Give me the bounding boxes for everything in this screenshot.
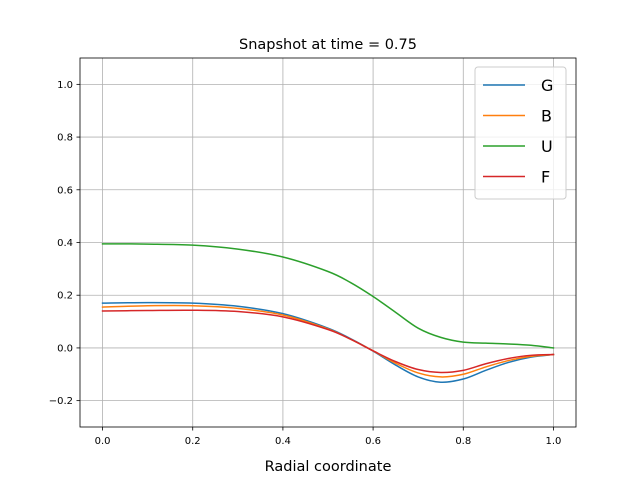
x-tick-label: 0.4: [275, 436, 291, 447]
series-line-u: [101, 243, 555, 349]
y-tick-label: 0.8: [57, 133, 73, 144]
x-tick-label: 0.6: [365, 436, 381, 447]
legend-label-b: B: [541, 107, 552, 126]
x-tick-label: 1.0: [546, 436, 562, 447]
x-tick-label: 0.8: [455, 436, 471, 447]
y-tick-label: −0.2: [49, 396, 73, 407]
x-tick-label: 0.0: [95, 436, 111, 447]
series-line-b: [101, 304, 555, 378]
x-tick-label: 0.2: [185, 436, 201, 447]
y-tick-label: 1.0: [57, 80, 73, 91]
series-line-g: [101, 301, 555, 383]
series-line-f: [101, 309, 555, 374]
legend-label-f: F: [541, 168, 550, 187]
legend-label-u: U: [541, 137, 553, 156]
chart-title: Snapshot at time = 0.75: [239, 37, 417, 53]
y-tick-label: 0.2: [57, 291, 73, 302]
x-axis-label: Radial coordinate: [265, 459, 392, 475]
y-tick-label: 0.6: [57, 185, 73, 196]
y-tick-label: 0.0: [57, 343, 73, 354]
y-tick-label: 0.4: [57, 238, 73, 249]
plot-series: [101, 243, 555, 383]
legend-box: [474, 66, 567, 200]
legend-label-g: G: [541, 76, 553, 95]
axis-ticks: 0.0 0.2 0.4 0.6 0.8 1.0 −0.2 0.0 0.2 0.4 0.6 0.8 1.0: [49, 80, 562, 447]
